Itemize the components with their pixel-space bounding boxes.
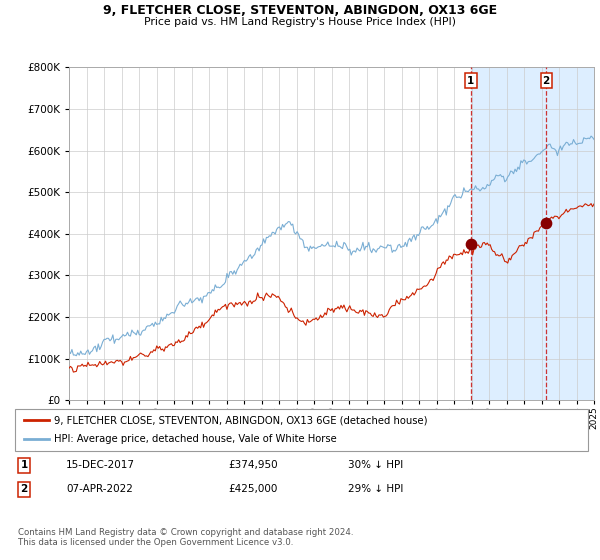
Text: £425,000: £425,000: [228, 484, 277, 494]
Text: Price paid vs. HM Land Registry's House Price Index (HPI): Price paid vs. HM Land Registry's House …: [144, 17, 456, 27]
Text: £374,950: £374,950: [228, 460, 278, 470]
Text: Contains HM Land Registry data © Crown copyright and database right 2024.
This d: Contains HM Land Registry data © Crown c…: [18, 528, 353, 547]
Text: 29% ↓ HPI: 29% ↓ HPI: [348, 484, 403, 494]
Text: 30% ↓ HPI: 30% ↓ HPI: [348, 460, 403, 470]
Text: 15-DEC-2017: 15-DEC-2017: [66, 460, 135, 470]
FancyBboxPatch shape: [15, 409, 588, 451]
Text: HPI: Average price, detached house, Vale of White Horse: HPI: Average price, detached house, Vale…: [54, 435, 337, 445]
Text: 9, FLETCHER CLOSE, STEVENTON, ABINGDON, OX13 6GE: 9, FLETCHER CLOSE, STEVENTON, ABINGDON, …: [103, 4, 497, 17]
Point: [466, 240, 476, 249]
Text: 1: 1: [467, 76, 475, 86]
Bar: [471, 67, 594, 400]
Text: 9, FLETCHER CLOSE, STEVENTON, ABINGDON, OX13 6GE (detached house): 9, FLETCHER CLOSE, STEVENTON, ABINGDON, …: [54, 415, 427, 425]
Text: 1: 1: [20, 460, 28, 470]
Text: 2: 2: [20, 484, 28, 494]
Text: 2: 2: [542, 76, 550, 86]
Text: 07-APR-2022: 07-APR-2022: [66, 484, 133, 494]
Point: [541, 219, 551, 228]
